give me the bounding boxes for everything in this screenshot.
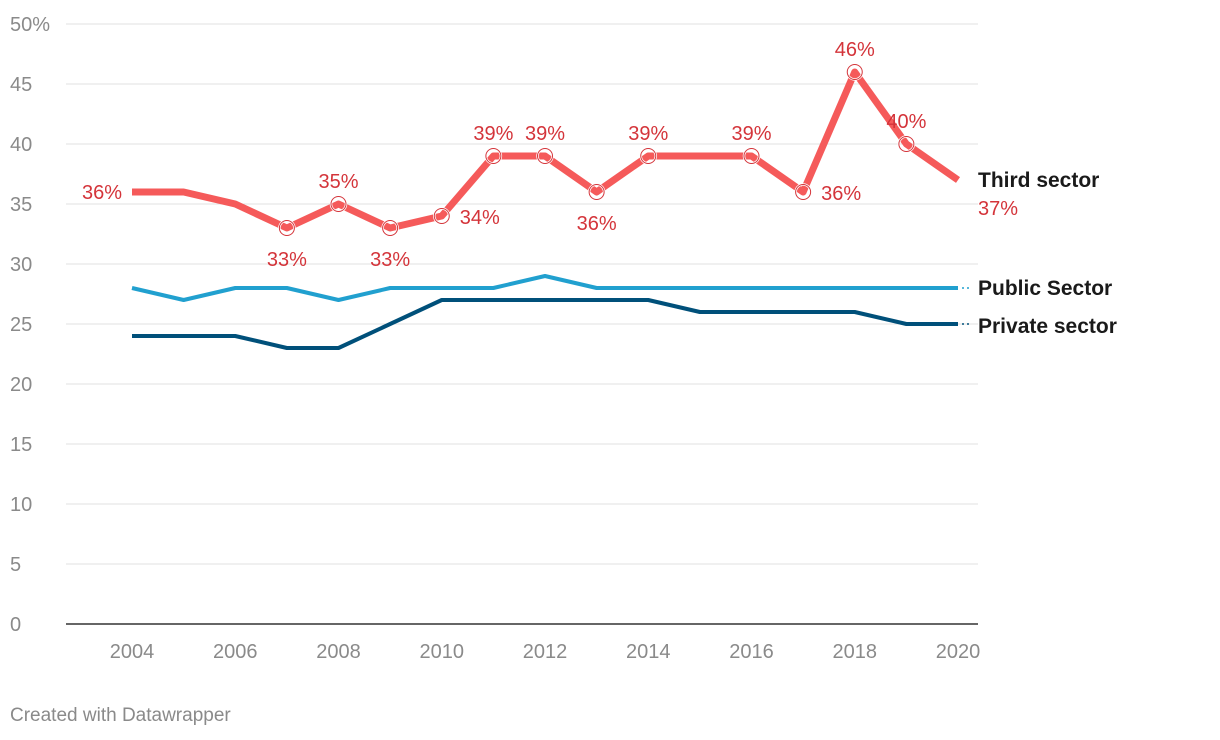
y-axis: 50% 45 40 35 30 25 20 15 10 5 0 [10, 14, 50, 636]
point-marker [640, 148, 657, 164]
footer-credit: Created with Datawrapper [10, 705, 231, 726]
y-tick-label: 40 [10, 134, 32, 156]
data-label: 39% [525, 123, 565, 145]
data-label: 36% [82, 182, 122, 204]
y-tick-label: 10 [10, 494, 32, 516]
x-tick-label: 2012 [523, 641, 568, 663]
x-tick-label: 2008 [316, 641, 361, 663]
data-label: 39% [473, 123, 513, 145]
data-label: 33% [370, 249, 410, 271]
point-marker [433, 208, 450, 224]
x-tick-label: 2006 [213, 641, 258, 663]
series-end-value-third-sector: 37% [978, 198, 1018, 220]
series-line-third-sector [132, 68, 961, 232]
x-tick-label: 2020 [936, 641, 981, 663]
point-marker [846, 64, 863, 80]
point-marker [537, 148, 553, 164]
point-marker [330, 196, 347, 212]
x-tick-label: 2010 [420, 641, 465, 663]
data-label: 33% [267, 249, 307, 271]
series-label-private-sector: Private sector [978, 315, 1117, 338]
x-tick-label: 2016 [729, 641, 774, 663]
y-tick-label: 30 [10, 254, 32, 276]
x-tick-label: 2018 [833, 641, 878, 663]
y-tick-label: 50% [10, 14, 50, 36]
series-line-private-sector [132, 298, 958, 350]
data-label: 36% [577, 213, 617, 235]
y-tick-label: 35 [10, 194, 32, 216]
point-marker [898, 136, 915, 152]
x-tick-label: 2004 [110, 641, 155, 663]
grid-lines [66, 23, 978, 625]
point-marker [485, 148, 502, 164]
point-marker [795, 184, 812, 200]
x-axis: 2004 2006 2008 2010 2012 2014 2016 2018 2020 [110, 641, 981, 663]
data-labels: 36% 33% 35% 33% 34% 39% 39% 36% 39% 39% 36% 46% 40% T… [82, 39, 1117, 338]
y-tick-label: 15 [10, 434, 32, 456]
y-tick-label: 0 [10, 614, 21, 636]
data-label: 36% [821, 183, 861, 205]
y-tick-label: 45 [10, 74, 32, 96]
series-line-public-sector [131, 274, 958, 302]
point-marker [588, 184, 605, 200]
point-markers [278, 63, 916, 237]
series-lines [131, 68, 961, 350]
x-tick-label: 2014 [626, 641, 671, 663]
y-tick-label: 5 [10, 554, 21, 576]
data-label: 40% [886, 111, 926, 133]
point-marker [382, 220, 399, 236]
series-label-third-sector: Third sector [978, 169, 1099, 192]
point-marker [743, 148, 760, 164]
data-label: 35% [318, 171, 358, 193]
data-label: 46% [835, 39, 875, 61]
y-tick-label: 20 [10, 374, 32, 396]
series-label-public-sector: Public Sector [978, 277, 1112, 300]
data-label: 39% [628, 123, 668, 145]
data-label: 34% [460, 207, 500, 229]
point-marker [278, 220, 295, 236]
y-tick-label: 25 [10, 314, 32, 336]
data-label: 39% [731, 123, 771, 145]
